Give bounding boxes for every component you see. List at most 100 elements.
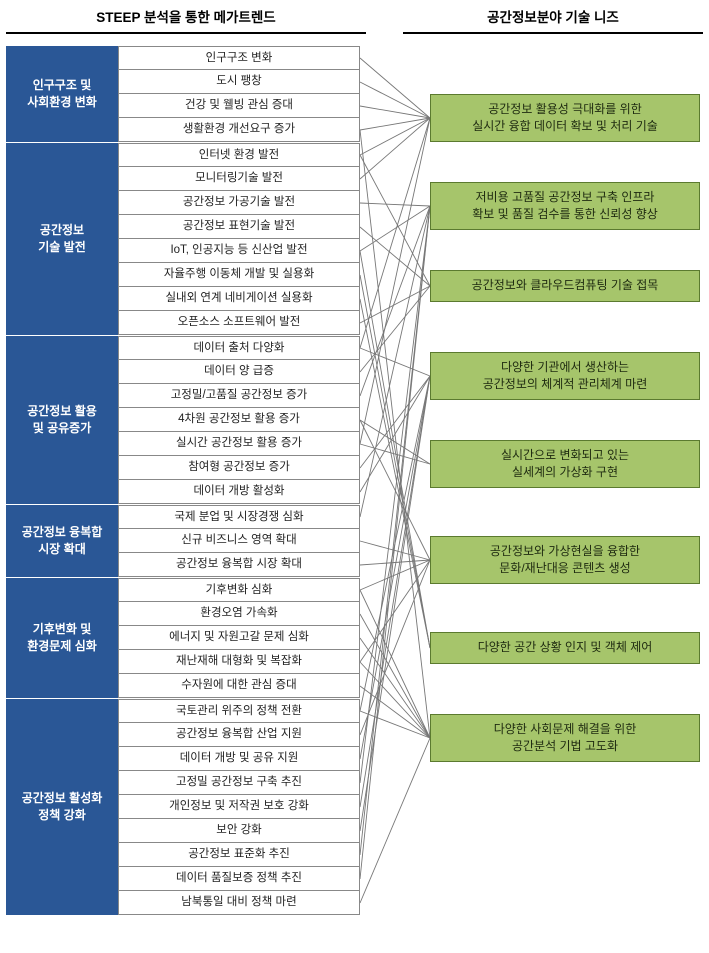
trend-item: 데이터 출처 다양화 (118, 336, 360, 360)
trend-item: 참여형 공간정보 증가 (118, 456, 360, 480)
megatrends-column: 인구구조 및사회환경 변화인구구조 변화도시 팽창건강 및 웰빙 관심 증대생활… (6, 46, 360, 916)
need-box: 다양한 공간 상황 인지 및 객체 제어 (430, 632, 700, 664)
category-group: 공간정보 활성화정책 강화국토관리 위주의 정책 전환공간정보 융복합 산업 지… (6, 699, 360, 916)
link-line (360, 286, 430, 372)
trend-item: 신규 비즈니스 영역 확대 (118, 529, 360, 553)
link-line (360, 118, 430, 130)
link-line (360, 376, 430, 492)
header-right: 공간정보분야 기술 니즈 (403, 6, 703, 34)
category-label: 공간정보 활용및 공유증가 (6, 336, 118, 504)
trend-item: 기후변화 심화 (118, 578, 360, 602)
link-line (360, 206, 430, 517)
trend-item: 보안 강화 (118, 819, 360, 843)
item-list: 인터넷 환경 발전모니터링기술 발전공간정보 가공기술 발전공간정보 표현기술 … (118, 143, 360, 335)
link-line (360, 614, 430, 738)
trend-item: 건강 및 웰빙 관심 증대 (118, 94, 360, 118)
trend-item: 모니터링기술 발전 (118, 167, 360, 191)
link-line (360, 560, 430, 565)
trend-item: 고정밀/고품질 공간정보 증가 (118, 384, 360, 408)
trend-item: 환경오염 가속화 (118, 602, 360, 626)
link-line (360, 376, 430, 468)
link-line (360, 738, 430, 903)
trend-item: 국제 분업 및 시장경쟁 심화 (118, 505, 360, 529)
trend-item: 오픈소스 소프트웨어 발전 (118, 311, 360, 335)
link-line (360, 348, 430, 376)
link-line (360, 130, 430, 738)
link-line (360, 376, 430, 831)
link-line (360, 376, 430, 807)
diagram-area: 인구구조 및사회환경 변화인구구조 변화도시 팽창건강 및 웰빙 관심 증대생활… (0, 46, 709, 936)
link-line (360, 206, 430, 783)
need-box: 다양한 기관에서 생산하는공간정보의 체계적 관리체계 마련 (430, 352, 700, 400)
item-list: 국토관리 위주의 정책 전환공간정보 융복합 산업 지원데이터 개방 및 공유 … (118, 699, 360, 915)
link-line (360, 106, 430, 118)
link-line (360, 118, 430, 179)
link-line (360, 686, 430, 738)
link-line (360, 560, 430, 662)
trend-item: 개인정보 및 저작권 보호 강화 (118, 795, 360, 819)
link-line (360, 560, 430, 590)
trend-item: 4차원 공간정보 활용 증가 (118, 408, 360, 432)
category-label: 인구구조 및사회환경 변화 (6, 46, 118, 142)
category-group: 공간정보 융복합시장 확대국제 분업 및 시장경쟁 심화신규 비즈니스 영역 확… (6, 505, 360, 578)
link-line (360, 662, 430, 738)
trend-item: 데이터 개방 활성화 (118, 480, 360, 504)
item-list: 기후변화 심화환경오염 가속화에너지 및 자원고갈 문제 심화재난재해 대형화 … (118, 578, 360, 698)
link-line (360, 206, 430, 855)
link-line (360, 155, 430, 286)
link-line (360, 299, 430, 648)
need-box: 공간정보와 가상현실을 융합한문화/재난대응 콘텐츠 생성 (430, 536, 700, 584)
need-box: 공간정보와 클라우드컴퓨팅 기술 접목 (430, 270, 700, 302)
link-line (360, 420, 430, 560)
trend-item: 데이터 품질보증 정책 추진 (118, 867, 360, 891)
category-group: 공간정보기술 발전인터넷 환경 발전모니터링기술 발전공간정보 가공기술 발전공… (6, 143, 360, 336)
category-label: 공간정보 활성화정책 강화 (6, 699, 118, 915)
link-line (360, 638, 430, 738)
trend-item: 고정밀 공간정보 구축 추진 (118, 771, 360, 795)
trend-item: 실시간 공간정보 활용 증가 (118, 432, 360, 456)
item-list: 데이터 출처 다양화데이터 양 급증고정밀/고품질 공간정보 증가4차원 공간정… (118, 336, 360, 504)
link-line (360, 203, 430, 206)
trend-item: 데이터 개방 및 공유 지원 (118, 747, 360, 771)
trend-item: 인터넷 환경 발전 (118, 143, 360, 167)
trend-item: 재난재해 대형화 및 복잡화 (118, 650, 360, 674)
link-line (360, 711, 430, 738)
link-line (360, 376, 430, 711)
item-list: 국제 분업 및 시장경쟁 심화신규 비즈니스 영역 확대공간정보 융복합 시장 … (118, 505, 360, 577)
need-box: 다양한 사회문제 해결을 위한공간분석 기법 고도화 (430, 714, 700, 762)
item-list: 인구구조 변화도시 팽창건강 및 웰빙 관심 증대생활환경 개선요구 증가 (118, 46, 360, 142)
link-line (360, 275, 430, 648)
link-line (360, 58, 430, 118)
link-line (360, 541, 430, 560)
link-line (360, 376, 430, 759)
link-line (360, 420, 430, 464)
category-group: 기후변화 및환경문제 심화기후변화 심화환경오염 가속화에너지 및 자원고갈 문… (6, 578, 360, 699)
trend-item: 실내외 연계 네비게이션 실용화 (118, 287, 360, 311)
trend-item: 데이터 양 급증 (118, 360, 360, 384)
trend-item: 생활환경 개선요구 증가 (118, 118, 360, 142)
trend-item: 공간정보 융복합 시장 확대 (118, 553, 360, 577)
trend-item: 국토관리 위주의 정책 전환 (118, 699, 360, 723)
header-left: STEEP 분석을 통한 메가트렌드 (6, 6, 366, 34)
trend-item: 도시 팽창 (118, 70, 360, 94)
link-line (360, 251, 430, 648)
link-line (360, 118, 430, 155)
trend-item: 인구구조 변화 (118, 46, 360, 70)
link-line (360, 206, 430, 879)
link-line (360, 227, 430, 286)
link-line (360, 206, 430, 396)
link-line (360, 206, 430, 251)
need-box: 저비용 고품질 공간정보 구축 인프라확보 및 품질 검수를 통한 신뢰성 향상 (430, 182, 700, 230)
trend-item: 공간정보 표준화 추진 (118, 843, 360, 867)
trend-item: 남북통일 대비 정책 마련 (118, 891, 360, 915)
need-box: 실시간으로 변화되고 있는실세계의 가상화 구현 (430, 440, 700, 488)
link-line (360, 286, 430, 323)
category-group: 공간정보 활용및 공유증가데이터 출처 다양화데이터 양 급증고정밀/고품질 공… (6, 336, 360, 505)
trend-item: 공간정보 융복합 산업 지원 (118, 723, 360, 747)
category-group: 인구구조 및사회환경 변화인구구조 변화도시 팽창건강 및 웰빙 관심 증대생활… (6, 46, 360, 143)
link-line (360, 82, 430, 118)
trend-item: 공간정보 가공기술 발전 (118, 191, 360, 215)
trend-item: 공간정보 표현기술 발전 (118, 215, 360, 239)
link-line (360, 118, 430, 348)
trend-item: 자율주행 이동체 개발 및 실용화 (118, 263, 360, 287)
